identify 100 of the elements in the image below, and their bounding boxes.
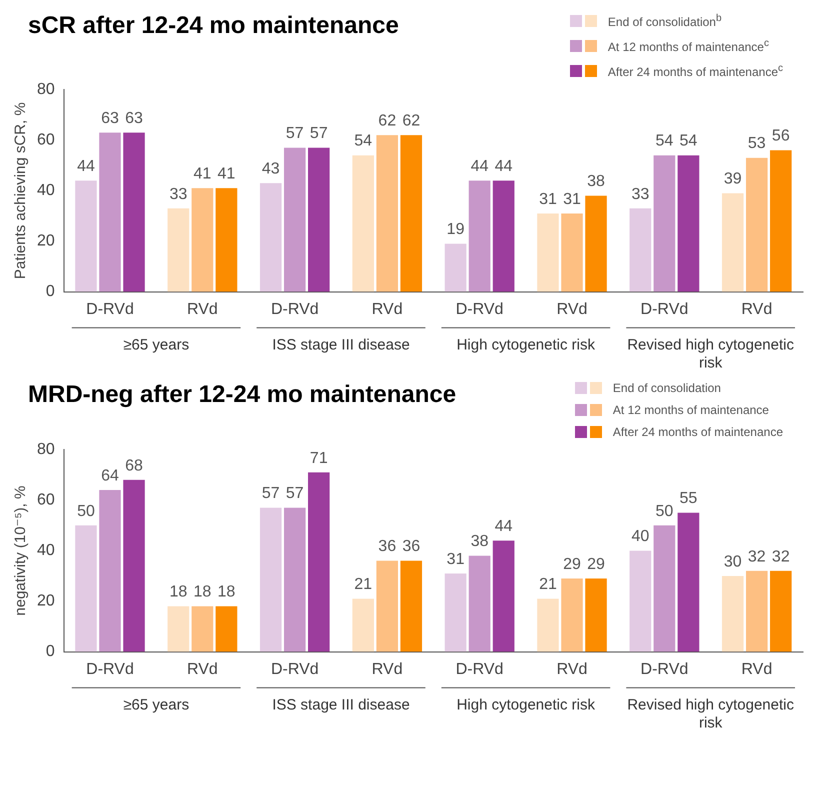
bar <box>284 148 306 292</box>
x-tick-label: RVd <box>372 660 403 678</box>
y-tick-label: 60 <box>37 132 55 149</box>
bar <box>492 540 514 652</box>
text: Revised high cytogenetic risk <box>627 336 794 372</box>
bar <box>216 188 238 292</box>
text: High cytogenetic risk <box>456 336 596 354</box>
text: High cytogenetic risk <box>456 696 596 714</box>
bar <box>308 148 330 292</box>
data-label: 43 <box>262 160 280 178</box>
data-label: 29 <box>587 556 606 573</box>
bar <box>123 132 145 292</box>
bar <box>746 570 768 652</box>
data-label: 32 <box>748 548 766 566</box>
data-label: 36 <box>378 538 396 556</box>
bar <box>678 512 700 652</box>
data-label: 54 <box>354 132 372 150</box>
bar <box>654 525 676 652</box>
data-label: 62 <box>402 112 420 130</box>
x-tick-label: RVd <box>372 300 403 318</box>
data-label: 62 <box>378 112 396 130</box>
text: ≥65 years <box>123 336 190 354</box>
y-tick-label: 60 <box>37 492 55 509</box>
data-label: 41 <box>218 166 236 183</box>
bar <box>444 573 466 652</box>
data-label: 57 <box>310 125 328 142</box>
chart-title: sCR after 12-24 mo maintenance <box>27 11 399 40</box>
data-label: 30 <box>724 553 742 570</box>
y-tick-label: 80 <box>37 441 55 458</box>
data-label: 38 <box>587 173 606 190</box>
bar <box>468 556 490 652</box>
text: Revised high cytogenetic risk <box>627 696 794 732</box>
data-label: 33 <box>631 186 650 203</box>
data-label: 33 <box>169 186 188 203</box>
bar <box>99 490 121 652</box>
bar <box>585 578 607 652</box>
bar <box>468 180 490 292</box>
bar <box>216 606 238 652</box>
bar <box>260 508 282 652</box>
legend-label: End of consolidation <box>612 380 721 397</box>
chart-title: MRD-neg after 12-24 mo maintenance <box>27 380 456 409</box>
text: ISS stage III disease <box>272 696 410 714</box>
data-label: 40 <box>631 528 650 546</box>
bar <box>537 598 559 652</box>
bar <box>770 570 792 652</box>
legend-label: At 12 months of maintenance$^{c}$ <box>608 37 769 56</box>
y-tick-label: 20 <box>37 232 55 250</box>
y-tick-label: 0 <box>46 643 55 660</box>
data-label: 19 <box>446 221 465 238</box>
y-tick-label: 40 <box>37 182 55 200</box>
data-label: 56 <box>772 128 790 145</box>
legend-label: At 12 months of maintenance <box>612 402 769 419</box>
bar <box>284 508 306 652</box>
data-label: 57 <box>286 125 304 142</box>
text: ISS stage III disease <box>272 336 410 354</box>
bar <box>770 150 792 292</box>
data-label: 41 <box>194 166 212 183</box>
legend-label: After 24 months of maintenance$^{c}$ <box>608 62 783 81</box>
data-label: 29 <box>563 556 581 573</box>
data-label: 64 <box>101 467 119 484</box>
bar <box>123 480 145 652</box>
x-tick-label: RVd <box>186 660 218 678</box>
bar <box>308 472 330 652</box>
data-label: 39 <box>724 170 742 188</box>
data-label: 18 <box>169 584 188 601</box>
data-label: 54 <box>680 132 698 150</box>
bar <box>75 525 97 652</box>
bar <box>561 578 583 652</box>
bar <box>630 550 652 652</box>
bar <box>376 135 398 292</box>
bar <box>746 158 768 292</box>
x-tick-label: RVd <box>741 300 772 318</box>
y-tick-label: 20 <box>37 592 55 610</box>
data-label: 31 <box>446 550 465 568</box>
data-label: 63 <box>101 110 119 127</box>
bar <box>192 606 214 652</box>
data-label: 32 <box>772 548 790 566</box>
x-tick-label: RVd <box>556 660 588 678</box>
bar <box>537 213 559 292</box>
y-tick-label: 0 <box>46 283 55 300</box>
data-label: 21 <box>354 576 372 594</box>
x-tick-label: D-RVd <box>456 300 504 318</box>
x-tick-label: RVd <box>741 660 772 678</box>
bar <box>352 155 374 292</box>
bar <box>400 560 422 652</box>
legend-label: After 24 months of maintenance <box>612 424 783 441</box>
y-axis-title: Patients achieving sCR, % <box>12 102 30 280</box>
data-label: 71 <box>310 450 328 467</box>
x-tick-label: D-RVd <box>270 300 319 318</box>
bar <box>678 155 700 292</box>
bar <box>99 132 121 292</box>
data-label: 50 <box>656 502 674 520</box>
x-tick-label: RVd <box>556 300 588 318</box>
x-tick-label: D-RVd <box>456 660 504 678</box>
bar <box>192 188 214 292</box>
y-axis-title: negativity (10⁻⁵), % <box>12 486 30 616</box>
y-tick-label: 40 <box>37 542 55 560</box>
y-tick-label: 80 <box>37 81 55 98</box>
data-label: 21 <box>539 576 557 594</box>
data-label: 55 <box>680 490 698 508</box>
